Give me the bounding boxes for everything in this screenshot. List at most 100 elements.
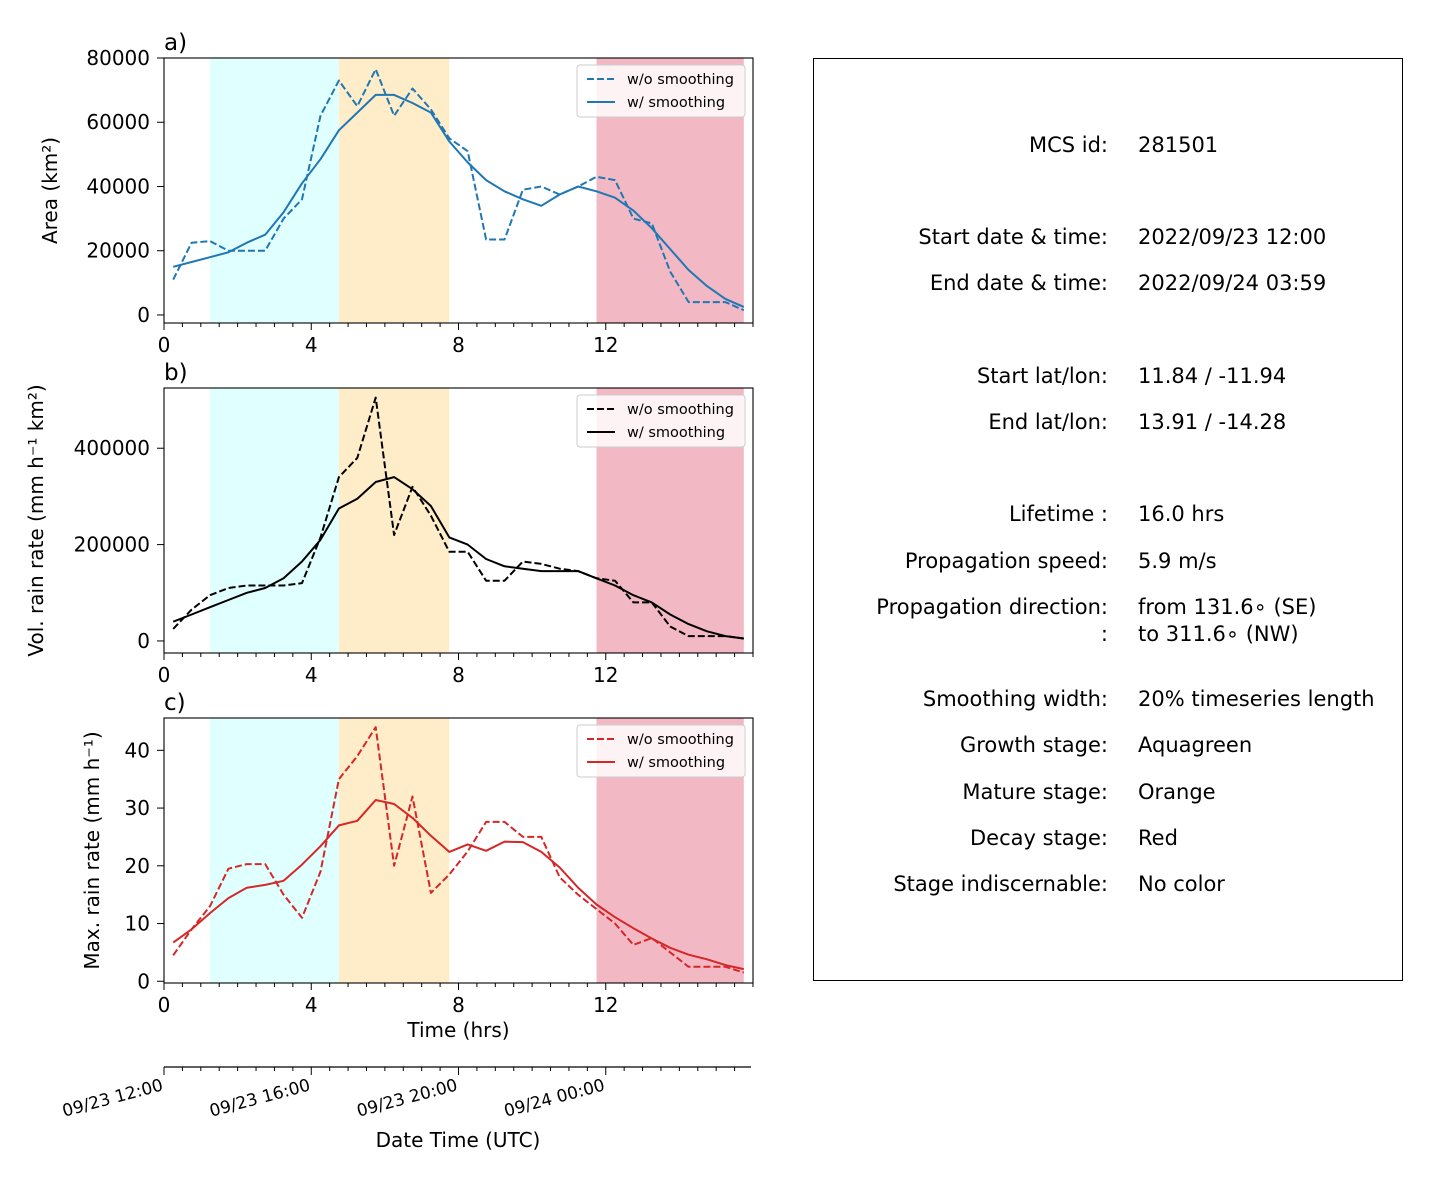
date-axis: 09/23 12:00 09/23 16:00 09/23 20:00 09/24 0… [60, 1066, 751, 1152]
legend-box [576, 394, 746, 448]
y-tick-label: 20 [125, 854, 150, 878]
x-axis-label: Time (hrs) [406, 1018, 509, 1042]
series-group [172, 726, 745, 974]
info-row-end-datetime: End date & time: 2022/09/24 03:59 [814, 268, 1404, 298]
panel-label: b) [164, 360, 188, 386]
smoothed-series-line [172, 476, 744, 640]
date-tick-label: 09/23 12:00 [60, 1076, 165, 1122]
legend-label: w/o smoothing [627, 72, 734, 88]
stage-band-mature [338, 718, 450, 983]
stage-band-growth [210, 388, 339, 653]
info-value: 5.9 m/s [1138, 549, 1217, 573]
y-axis-label: Max. rain rate (mm h⁻¹) [80, 731, 104, 969]
info-value: 2022/09/23 12:00 [1138, 225, 1327, 249]
legend-label: w/ smoothing [627, 755, 725, 771]
x-tick-label: 12 [593, 663, 618, 687]
info-row-propagation-direction-to: : to 311.6∘ (NW) [814, 619, 1404, 649]
info-value: Aquagreen [1138, 733, 1253, 757]
date-tick-label: 09/23 20:00 [355, 1076, 460, 1122]
legend-box [576, 64, 746, 118]
info-key: Mature stage: [962, 780, 1108, 804]
panel-max-rain-rate: 0 4 8 12 0 10 20 30 40 Max. rain rate (mm h⁻¹) c) T… [80, 690, 754, 1042]
info-key: MCS id: [1028, 133, 1108, 157]
x-tick-label: 12 [593, 993, 618, 1017]
y-tick-label: 0 [137, 629, 150, 653]
date-axis-label: Date Time (UTC) [376, 1128, 541, 1152]
stage-band-mature [338, 388, 450, 653]
y-tick-label: 400000 [74, 436, 150, 460]
legend: w/o smoothing w/ smoothing [576, 724, 746, 778]
y-tick-label: 10 [125, 912, 150, 936]
info-row-mature-stage: Mature stage: Orange [814, 777, 1404, 807]
panel-area: 0 4 8 12 0 20000 40000 60000 80000 Area (km²) a) w/… [38, 30, 754, 357]
y-tick-label: 40 [125, 738, 150, 762]
info-row-stage-indiscernable: Stage indiscernable: No color [814, 869, 1404, 899]
info-key: Growth stage: [959, 733, 1108, 757]
y-tick-label: 80000 [86, 46, 150, 70]
raw-series-line [172, 396, 744, 640]
legend-label: w/o smoothing [627, 732, 734, 748]
legend-label: w/ smoothing [627, 425, 725, 441]
info-row-end-latlon: End lat/lon: 13.91 / -14.28 [814, 407, 1404, 437]
info-key: Stage indiscernable: [893, 872, 1108, 896]
y-axis-label: Area (km²) [38, 137, 62, 244]
y-axis-label: Vol. rain rate (mm h⁻¹ km²) [24, 384, 48, 656]
series-group [172, 68, 745, 312]
raw-series-line [172, 726, 745, 974]
info-row-propagation-speed: Propagation speed: 5.9 m/s [814, 546, 1404, 576]
y-tick-label: 0 [137, 303, 150, 327]
info-row-start-datetime: Start date & time: 2022/09/23 12:00 [814, 222, 1404, 252]
x-tick-label: 0 [158, 993, 171, 1017]
y-tick-label: 0 [137, 969, 150, 993]
info-key: : [1100, 622, 1108, 646]
info-value: to 311.6∘ (NW) [1138, 622, 1299, 646]
y-tick-label: 40000 [86, 174, 150, 198]
info-value: No color [1138, 872, 1225, 896]
x-tick-label: 12 [593, 333, 618, 357]
smoothed-series-line [172, 93, 745, 308]
info-key: Lifetime : [1008, 502, 1108, 526]
y-tick-label: 200000 [74, 533, 150, 557]
info-value: 13.91 / -14.28 [1138, 410, 1287, 434]
info-value: Orange [1138, 780, 1216, 804]
info-value: 281501 [1138, 133, 1219, 157]
info-value: from 131.6∘ (SE) [1138, 595, 1317, 619]
date-tick-label: 09/23 16:00 [208, 1076, 313, 1122]
panel-label: a) [164, 30, 187, 56]
info-row-growth-stage: Growth stage: Aquagreen [814, 730, 1404, 760]
info-key: End lat/lon: [988, 410, 1108, 434]
info-value: 20% timeseries length [1138, 687, 1375, 711]
info-key: Smoothing width: [922, 687, 1108, 711]
info-row-smoothing-width: Smoothing width: 20% timeseries length [814, 684, 1404, 714]
stage-band-mature [338, 58, 450, 323]
info-row-start-latlon: Start lat/lon: 11.84 / -11.94 [814, 361, 1404, 391]
info-value: Red [1138, 826, 1178, 850]
y-tick-label: 30 [125, 796, 150, 820]
x-tick-label: 4 [305, 333, 318, 357]
date-tick-label: 09/24 00:00 [502, 1076, 607, 1122]
info-key: Propagation direction: [876, 595, 1108, 619]
x-tick-label: 8 [452, 993, 465, 1017]
raw-series-line [172, 68, 745, 312]
info-row-decay-stage: Decay stage: Red [814, 823, 1404, 853]
legend-box [576, 724, 746, 778]
x-tick-label: 0 [158, 333, 171, 357]
x-tick-label: 8 [452, 333, 465, 357]
info-row-mcs-id: MCS id: 281501 [814, 130, 1404, 160]
info-key: Propagation speed: [904, 549, 1108, 573]
legend: w/o smoothing w/ smoothing [576, 394, 746, 448]
panel-volume-rain-rate: 0 4 8 12 0 200000 400000 Vol. rain rate (mm h⁻¹… [24, 360, 754, 687]
info-value: 11.84 / -11.94 [1138, 364, 1287, 388]
info-row-propagation-direction: Propagation direction: from 131.6∘ (SE) [814, 592, 1404, 622]
x-tick-label: 8 [452, 663, 465, 687]
legend: w/o smoothing w/ smoothing [576, 64, 746, 118]
legend-label: w/o smoothing [627, 402, 734, 418]
info-key: Start date & time: [918, 225, 1108, 249]
info-key: Start lat/lon: [976, 364, 1108, 388]
y-tick-label: 60000 [86, 110, 150, 134]
info-value: 16.0 hrs [1138, 502, 1225, 526]
info-row-lifetime: Lifetime : 16.0 hrs [814, 499, 1404, 529]
panel-label: c) [164, 690, 186, 716]
info-key: End date & time: [929, 271, 1108, 295]
